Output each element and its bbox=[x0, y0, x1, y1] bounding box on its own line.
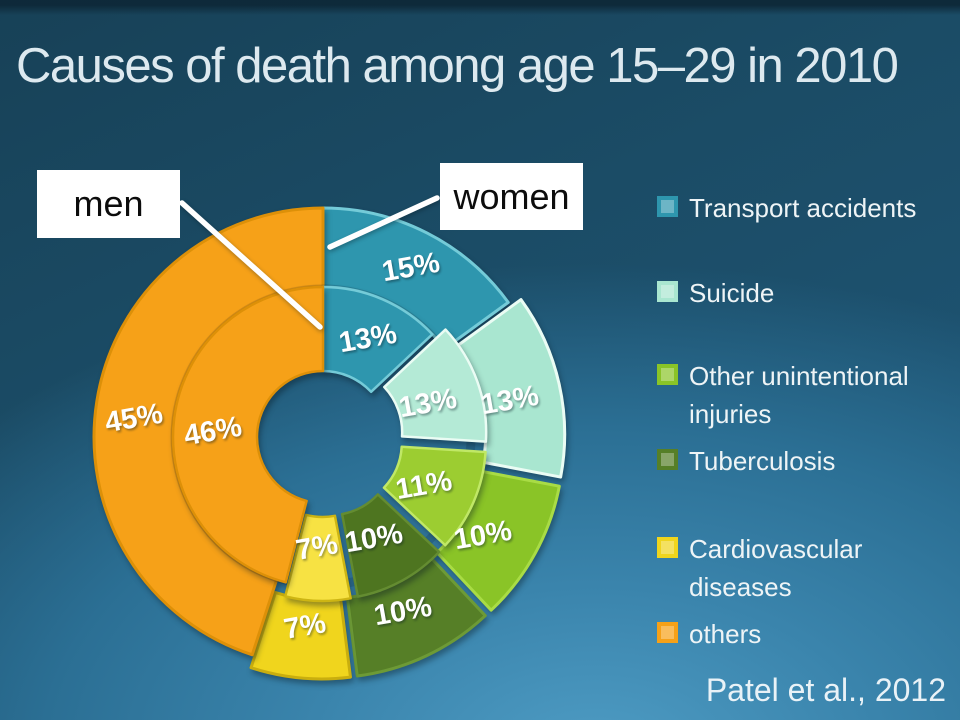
slice-men-other-unintentional-injuries bbox=[382, 445, 487, 547]
callout-men-label: men bbox=[73, 183, 144, 224]
leader-line-women bbox=[327, 195, 440, 250]
legend-swatch-cardiovascular-diseases bbox=[657, 537, 678, 558]
legend-swatch-suicide bbox=[657, 281, 678, 302]
legend-swatch-bevel bbox=[661, 368, 674, 381]
legend-label-others: others bbox=[689, 619, 762, 649]
legend-swatch-bevel bbox=[661, 200, 674, 213]
callout-men: men bbox=[37, 170, 180, 238]
legend-swatch-bevel bbox=[661, 541, 674, 554]
legend-label-cardiovascular-diseases: Cardiovascular diseases bbox=[689, 534, 863, 602]
callout-women: women bbox=[440, 163, 583, 230]
legend-swatch-bevel bbox=[661, 453, 674, 466]
legend-label-tuberculosis: Tuberculosis bbox=[689, 446, 836, 476]
legend-item-cardiovascular-diseases: Cardiovascular diseases bbox=[657, 531, 941, 606]
legend-swatch-transport-accidents bbox=[657, 196, 678, 217]
slice-men-tuberculosis bbox=[340, 493, 441, 598]
legend-swatch-others bbox=[657, 622, 678, 643]
legend-item-suicide: Suicide bbox=[657, 275, 941, 313]
legend-label-other-unintentional-injuries: Other unintentional injuries bbox=[689, 361, 909, 429]
legend-swatch-other-unintentional-injuries bbox=[657, 364, 678, 385]
page-title: Causes of death among age 15–29 in 2010 bbox=[16, 39, 899, 93]
legend-swatch-bevel bbox=[661, 285, 674, 298]
legend-item-others: others bbox=[657, 616, 941, 654]
legend-item-transport-accidents: Transport accidents bbox=[657, 190, 941, 228]
legend-swatch-bevel bbox=[661, 626, 674, 639]
citation: Patel et al., 2012 bbox=[705, 672, 946, 708]
slice-men-cardiovascular-diseases bbox=[284, 513, 352, 603]
leader-line-men bbox=[179, 200, 323, 330]
legend-swatch-tuberculosis bbox=[657, 449, 678, 470]
legend-label-transport-accidents: Transport accidents bbox=[689, 193, 917, 223]
legend-item-other-unintentional-injuries: Other unintentional injuries bbox=[657, 358, 941, 433]
legend-item-tuberculosis: Tuberculosis bbox=[657, 443, 941, 481]
slice-men-suicide bbox=[383, 328, 488, 443]
callout-women-label: women bbox=[453, 175, 570, 217]
slice-men-others bbox=[171, 285, 325, 584]
legend-label-suicide: Suicide bbox=[689, 278, 775, 308]
slice-men-transport-accidents bbox=[321, 285, 434, 394]
